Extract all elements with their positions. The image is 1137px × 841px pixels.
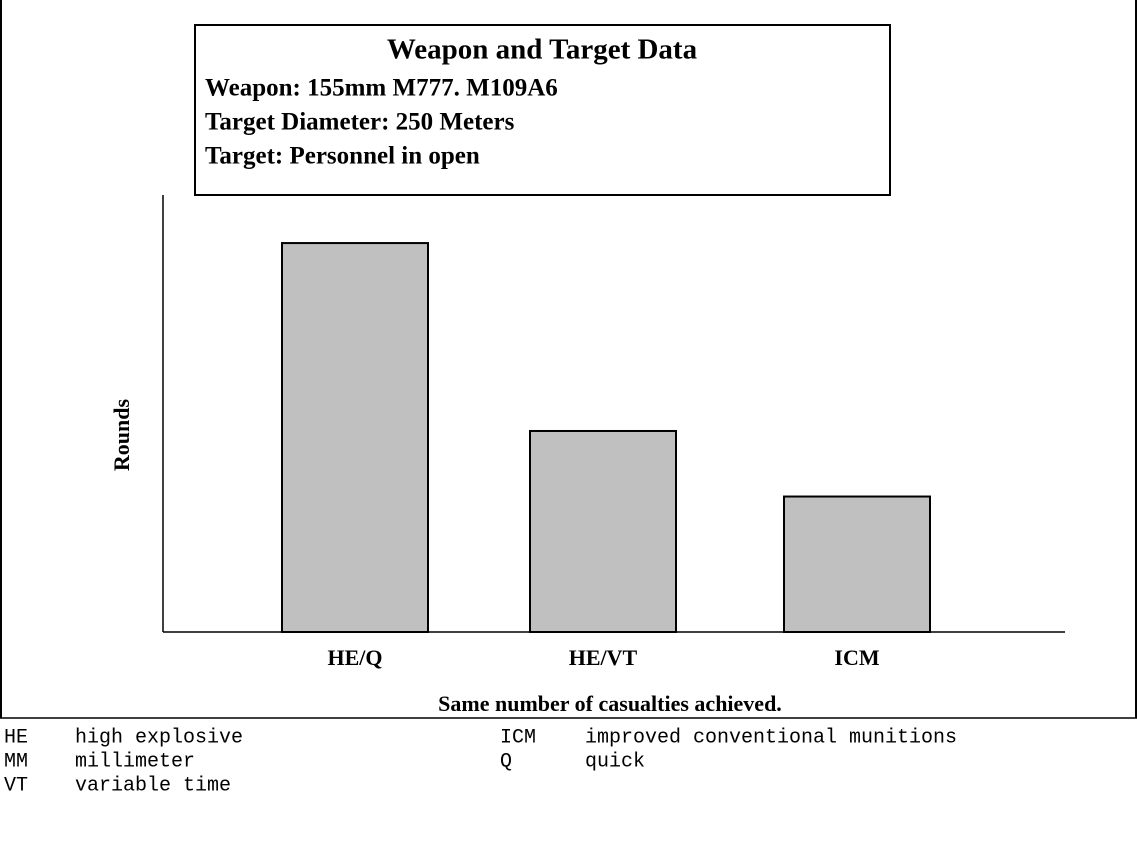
x-axis-label: Same number of casualties achieved. xyxy=(438,691,782,716)
glossary-definition: high explosive xyxy=(75,726,243,749)
annotation: Target Diameter: 250 Meters xyxy=(205,109,515,136)
chart-title: Weapon and Target Data xyxy=(387,34,698,66)
bar xyxy=(281,242,429,633)
glossary-abbr: HE xyxy=(4,726,28,749)
glossary-abbr: MM xyxy=(4,750,28,773)
y-axis-label: Rounds xyxy=(109,398,134,471)
bar xyxy=(783,495,931,633)
glossary-abbr: ICM xyxy=(500,726,536,749)
bar xyxy=(529,429,677,634)
title-box xyxy=(194,24,891,196)
annotation: Weapon: 155mm M777. M109A6 xyxy=(205,75,558,102)
glossary-abbr: Q xyxy=(500,750,512,773)
x-tick-label: HE/Q xyxy=(327,645,382,670)
annotation: Target: Personnel in open xyxy=(205,143,480,170)
glossary-definition: improved conventional munitions xyxy=(585,726,957,749)
glossary-definition: variable time xyxy=(75,774,231,797)
x-tick-label: HE/VT xyxy=(569,645,638,670)
x-tick-label: ICM xyxy=(834,645,879,670)
glossary-abbr: VT xyxy=(4,774,28,797)
glossary-definition: quick xyxy=(585,750,645,773)
glossary-definition: millimeter xyxy=(75,750,195,773)
